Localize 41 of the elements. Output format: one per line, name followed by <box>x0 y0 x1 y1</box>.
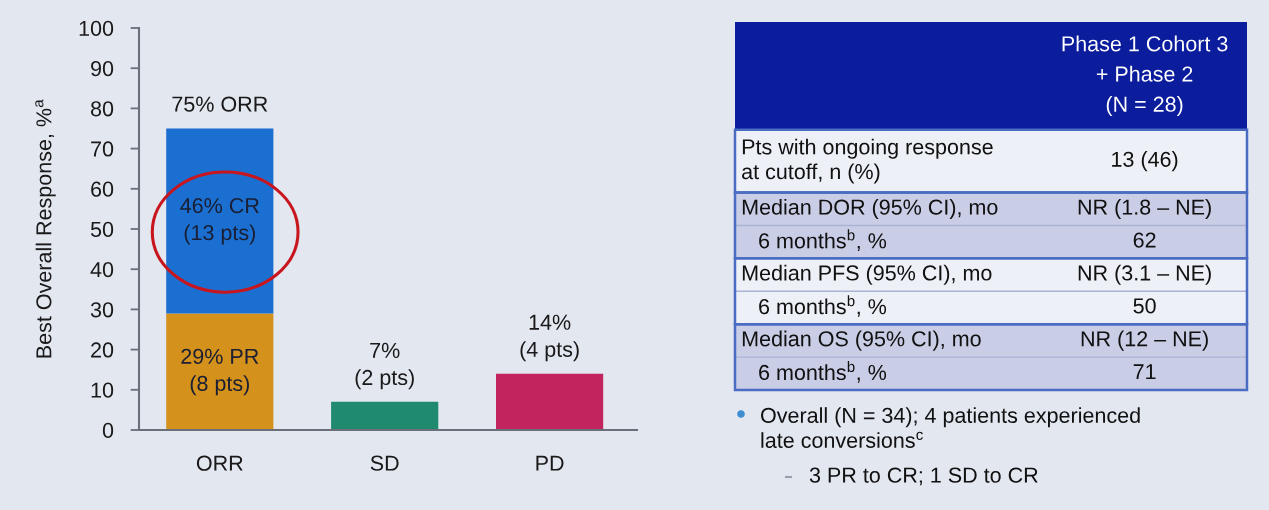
text: 50 <box>1133 298 1156 314</box>
y-tick-label: 40 <box>90 261 114 278</box>
text: NR (1.8 – NE) <box>1078 198 1211 220</box>
total-label: 75% ORR <box>172 96 268 112</box>
y-tick-label: 80 <box>90 101 114 117</box>
category-label: Phase 1 Cohort 3 + Phase 2 (N = 28) <box>1062 35 1228 117</box>
text: 13 (46) <box>1112 151 1178 172</box>
y-tick-label: 100 <box>79 20 114 37</box>
category-label: 6 months$^{b}$, % <box>759 295 887 317</box>
category-label: Median OS (95% CI), mo <box>742 330 981 351</box>
y-tick-label: 60 <box>91 181 114 197</box>
data-label: 29% PR (8 pts) <box>181 348 259 396</box>
y-tick-label: 10 <box>91 382 114 398</box>
bar <box>166 313 274 430</box>
y-tick-label: 0 <box>102 422 114 439</box>
y-tick-label: 20 <box>91 342 114 358</box>
category-label: Pts with ongoing response at cutoff, n (%) <box>742 138 993 184</box>
y-tick-label: 50 <box>90 221 114 238</box>
total-label: 14% (4 pts) <box>520 314 579 362</box>
text: NR (3.1 – NE) <box>1078 264 1211 285</box>
bar <box>166 128 274 314</box>
y-tick-label: 90 <box>91 60 114 77</box>
x-tick-label: SD <box>370 455 399 471</box>
category-label: Median DOR (95% CI), mo <box>742 198 998 220</box>
y-axis-title: Best Overall Response, %$^{a}$ <box>35 99 56 358</box>
category-label: Median PFS (95% CI), mo <box>742 264 992 285</box>
x-tick-label: ORR <box>196 455 243 471</box>
x-tick-label: PD <box>536 455 564 471</box>
y-tick-label: 30 <box>90 302 114 318</box>
text: 62 <box>1133 232 1156 248</box>
text: 3 PR to CR; 1 SD to CR <box>809 467 1038 486</box>
total-label: 7% (2 pts) <box>355 342 414 390</box>
bar <box>496 373 604 430</box>
bar <box>331 401 439 430</box>
text: NR (12 – NE) <box>1081 330 1208 351</box>
text: 71 <box>1133 364 1156 380</box>
text: Overall (N = 34); 4 patients experienced late conversions$^{c}$ <box>761 407 1140 448</box>
category-label: 6 months$^{b}$, % <box>759 229 887 251</box>
category-label: 6 months$^{b}$, % <box>759 361 887 383</box>
y-tick-label: 70 <box>91 141 114 157</box>
data-label: 46% CR (13 pts) <box>180 197 259 245</box>
